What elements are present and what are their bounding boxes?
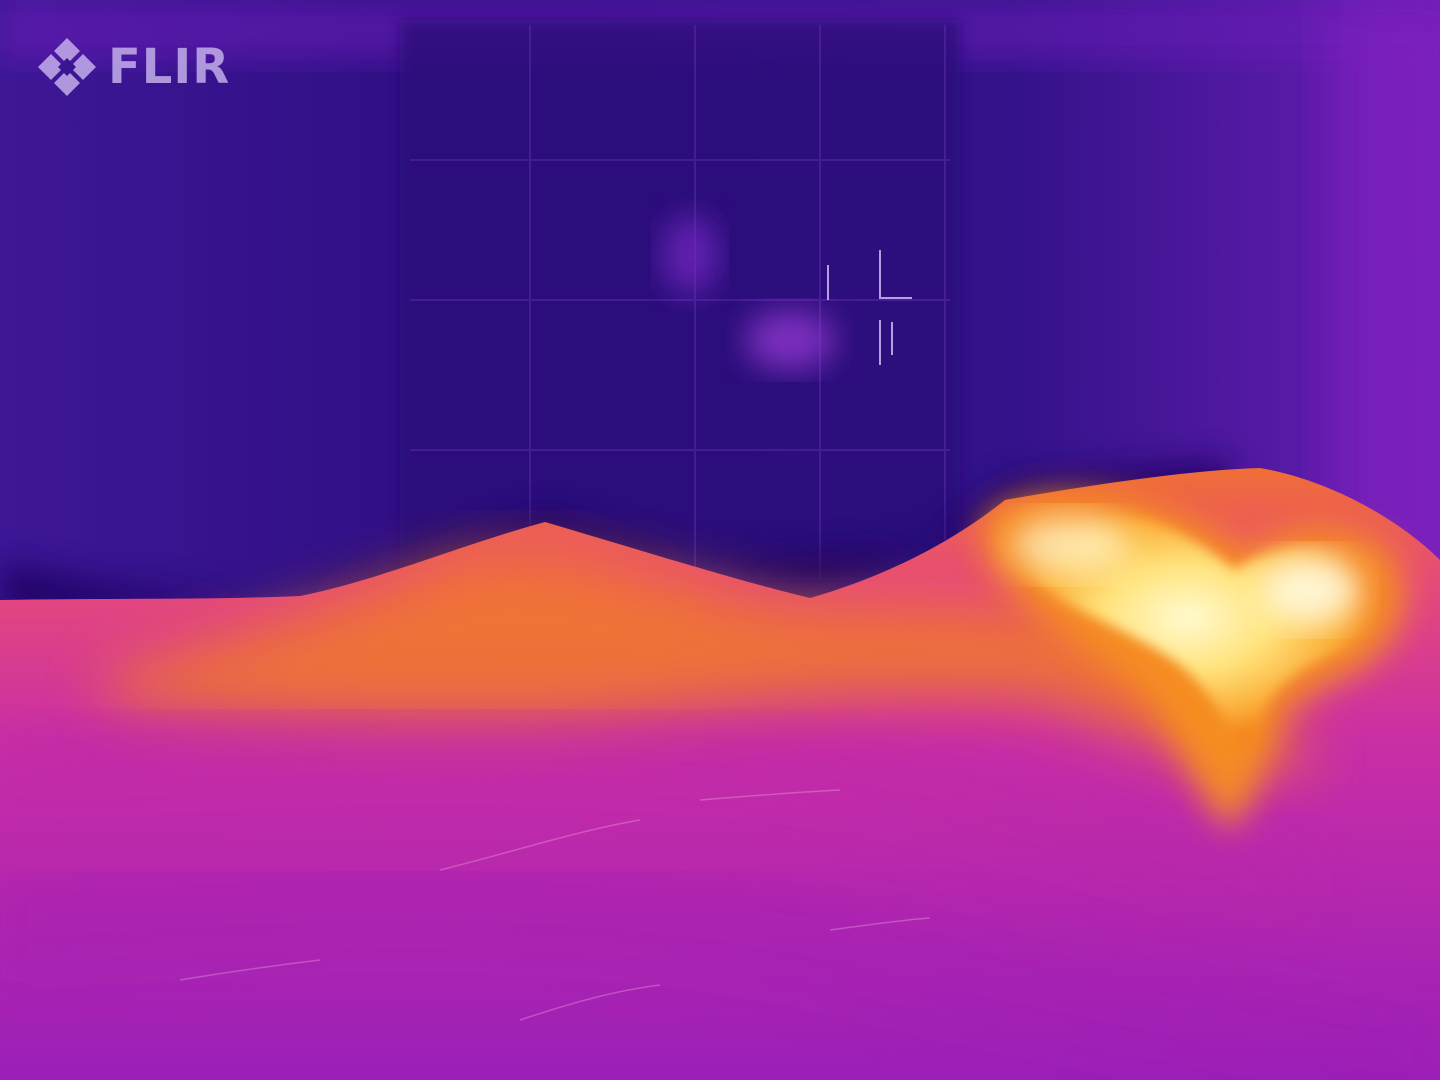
window-panel — [400, 20, 960, 580]
flir-watermark: FLIR — [36, 36, 230, 98]
blanket-wrinkles — [179, 789, 931, 1021]
flir-logo-text: FLIR — [108, 39, 231, 95]
reflection-lower — [745, 310, 835, 370]
reflection-upper — [662, 215, 718, 295]
reflection-streaks — [827, 250, 912, 365]
flir-diamond-logo-icon — [38, 38, 96, 96]
blanket-fold-1 — [0, 711, 1311, 928]
bed-edge-shadow — [0, 460, 1230, 620]
hotspot-peak-left — [1010, 515, 1130, 575]
hotspot-peak — [1260, 555, 1360, 625]
blanket-fold-2 — [0, 857, 1440, 1080]
